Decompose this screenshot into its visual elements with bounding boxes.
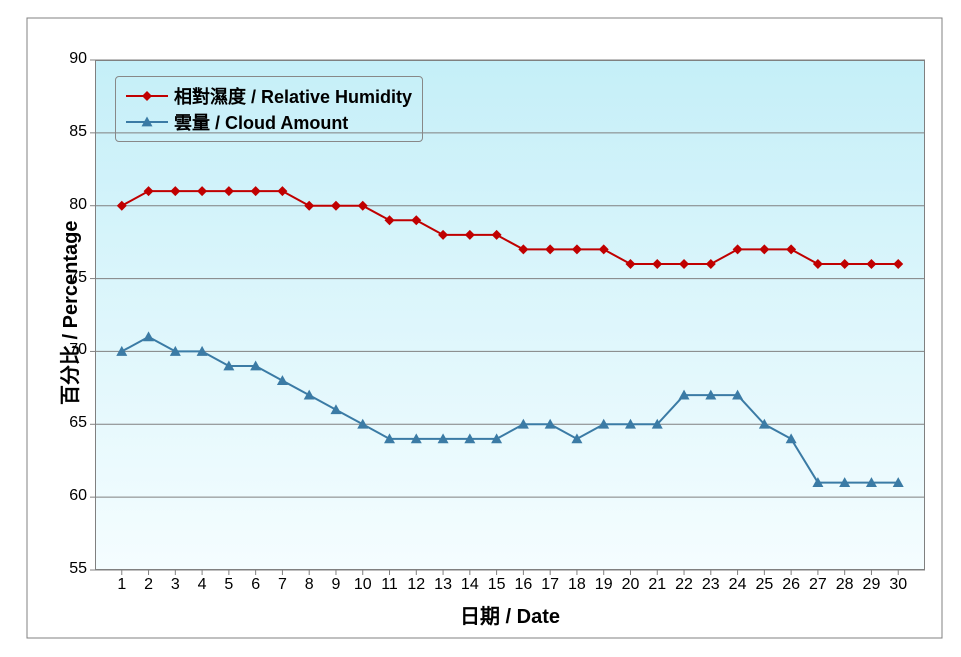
- x-tick-label: 12: [407, 576, 425, 594]
- x-tick-label: 18: [568, 576, 586, 594]
- x-tick-label: 19: [595, 576, 613, 594]
- x-tick-label: 15: [488, 576, 506, 594]
- y-tick-label: 55: [69, 560, 87, 578]
- legend-marker-humidity: [126, 86, 168, 106]
- x-tick-label: 29: [863, 576, 881, 594]
- x-tick-label: 7: [278, 576, 287, 594]
- x-tick-label: 20: [622, 576, 640, 594]
- x-tick-label: 1: [117, 576, 126, 594]
- legend-entry-humidity: 相對濕度 / Relative Humidity: [126, 83, 412, 109]
- x-tick-label: 25: [755, 576, 773, 594]
- y-tick-label: 90: [69, 50, 87, 68]
- y-tick-label: 65: [69, 414, 87, 432]
- x-tick-label: 16: [514, 576, 532, 594]
- x-tick-label: 30: [889, 576, 907, 594]
- legend-entry-cloud: 雲量 / Cloud Amount: [126, 109, 412, 135]
- x-tick-label: 6: [251, 576, 260, 594]
- x-tick-label: 5: [224, 576, 233, 594]
- x-tick-label: 4: [198, 576, 207, 594]
- x-tick-label: 27: [809, 576, 827, 594]
- x-tick-label: 2: [144, 576, 153, 594]
- x-tick-label: 22: [675, 576, 693, 594]
- y-tick-label: 75: [69, 269, 87, 287]
- x-tick-label: 26: [782, 576, 800, 594]
- y-axis-label: 百分比 / Percentage: [54, 220, 83, 405]
- legend-label-cloud: 雲量 / Cloud Amount: [174, 109, 348, 135]
- y-tick-label: 60: [69, 487, 87, 505]
- y-tick-label: 80: [69, 196, 87, 214]
- x-tick-label: 11: [381, 576, 398, 594]
- legend-marker-cloud: [126, 112, 168, 132]
- x-tick-label: 8: [305, 576, 314, 594]
- x-tick-label: 3: [171, 576, 180, 594]
- x-tick-label: 10: [354, 576, 372, 594]
- legend: 相對濕度 / Relative Humidity 雲量 / Cloud Amou…: [115, 76, 423, 142]
- x-tick-label: 21: [648, 576, 666, 594]
- x-tick-label: 14: [461, 576, 479, 594]
- y-tick-label: 85: [69, 123, 87, 141]
- x-axis-label: 日期 / Date: [460, 600, 560, 629]
- x-tick-label: 28: [836, 576, 854, 594]
- legend-label-humidity: 相對濕度 / Relative Humidity: [174, 83, 412, 109]
- x-tick-label: 24: [729, 576, 747, 594]
- y-tick-label: 70: [69, 341, 87, 359]
- x-tick-label: 13: [434, 576, 452, 594]
- x-tick-label: 9: [332, 576, 341, 594]
- x-tick-label: 17: [541, 576, 559, 594]
- x-tick-label: 23: [702, 576, 720, 594]
- chart-container: 百分比 / Percentage 日期 / Date 5560657075808…: [0, 0, 961, 657]
